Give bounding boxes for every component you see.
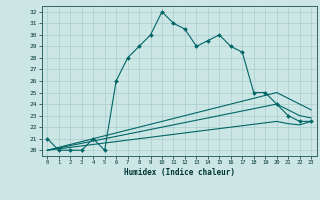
X-axis label: Humidex (Indice chaleur): Humidex (Indice chaleur)	[124, 168, 235, 177]
